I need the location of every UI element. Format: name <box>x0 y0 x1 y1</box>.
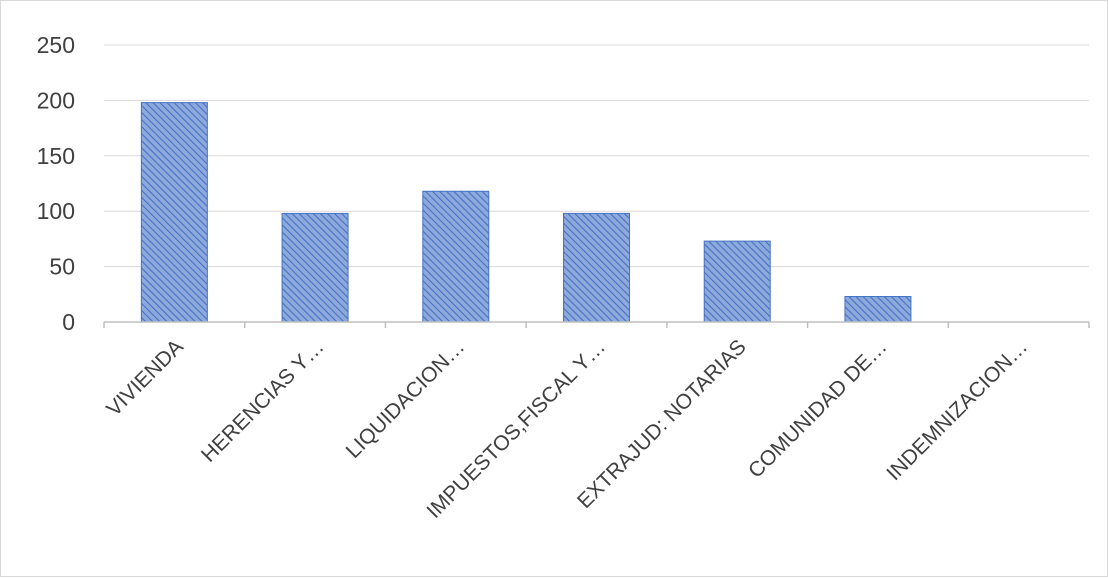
y-tick-label: 150 <box>37 143 75 169</box>
x-category-label: COMUNIDAD DE… <box>744 335 891 482</box>
x-category-label: VIVIENDA <box>102 335 188 421</box>
y-axis-tick-labels: 0 50 100 150 200 250 <box>37 32 75 335</box>
y-tick-label: 100 <box>37 198 75 224</box>
bars <box>140 102 912 323</box>
x-category-label: EXTRAJUD: NOTARIAS <box>573 335 751 513</box>
bar <box>563 212 630 323</box>
bar <box>703 240 771 323</box>
x-category-label: INDEMNIZACION… <box>882 335 1032 485</box>
x-axis-category-labels: VIVIENDA HERENCIAS Y… LIQUIDACION…IMPUESTO… <box>102 335 1032 523</box>
bar <box>422 190 490 323</box>
x-axis <box>103 321 1090 328</box>
bar <box>844 296 912 323</box>
y-tick-label: 50 <box>49 254 75 280</box>
gridlines <box>104 44 1089 268</box>
bar <box>140 102 208 323</box>
y-tick-label: 0 <box>62 309 75 335</box>
y-tick-label: 250 <box>37 32 75 58</box>
x-category-label: HERENCIAS Y… <box>197 335 329 467</box>
y-tick-label: 200 <box>37 87 75 113</box>
x-category-label: LIQUIDACION… <box>342 335 470 463</box>
bar <box>281 212 349 323</box>
